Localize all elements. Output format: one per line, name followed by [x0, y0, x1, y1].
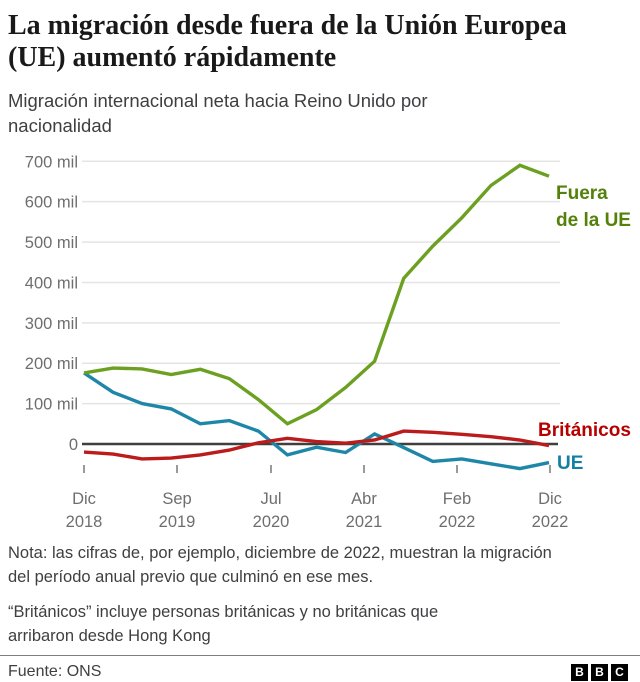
- source-label: Fuente: ONS: [8, 663, 102, 680]
- chart-notes: Nota: las cifras de, por ejemplo, diciem…: [0, 542, 640, 648]
- series-line-ue: [83, 371, 550, 471]
- bbc-logo-block-b1: B: [571, 663, 588, 681]
- x-tick-label-year-1: 2019: [159, 513, 196, 530]
- y-tick-label-200: 200 mil: [25, 355, 78, 373]
- chart-subtitle-line-1: Migración internacional neta hacia Reino…: [8, 90, 428, 111]
- series-line-fuera-de-la-ue: [83, 163, 550, 426]
- x-tick-label-year-4: 2022: [439, 513, 476, 530]
- x-tick-label-month-1: Sep: [162, 490, 191, 508]
- x-tick-label-month-3: Abr: [351, 490, 377, 508]
- x-tick-label-month-2: Jul: [260, 490, 281, 508]
- bbc-logo-block-b2: B: [591, 663, 608, 681]
- line-chart-svg: 700 mil 600 mil 500 mil 400 mil 300 mil 200 m…: [25, 153, 631, 530]
- note-methodology-line-1: Nota: las cifras de, por ejemplo, diciem…: [8, 544, 552, 562]
- series-label-britanicos-0: Británicos: [538, 420, 631, 441]
- chart-subtitle: Migración internacional neta hacia Reino…: [8, 88, 632, 138]
- series-label-fuera-de-la-ue-1: de la UE: [556, 210, 631, 231]
- bbc-logo: B B C: [571, 663, 628, 681]
- series-line-britanicos: [83, 429, 550, 461]
- note-methodology-line-2: del período anual previo que culminó en …: [8, 567, 374, 586]
- chart-title: La migración desde fuera de la Unión Eur…: [8, 10, 632, 74]
- x-tick-label-month-4: Feb: [443, 490, 471, 508]
- y-tick-label-700: 700 mil: [25, 153, 78, 171]
- series-label-ue-0: UE: [557, 453, 583, 474]
- x-tick-label-year-5: 2022: [532, 513, 569, 530]
- note-methodology: Nota: las cifras de, por ejemplo, diciem…: [8, 542, 632, 589]
- chart-title-line-2: (UE) aumentó rápidamente: [8, 42, 337, 73]
- chart-header: La migración desde fuera de la Unión Eur…: [0, 0, 640, 138]
- x-tick-label-year-0: 2018: [66, 513, 103, 530]
- x-tick-label-month-0: Dic: [72, 490, 96, 508]
- x-tick-label-year-2: 2020: [253, 513, 290, 530]
- note-britanicos-definition: “Británicos” incluye personas británicas…: [8, 601, 632, 648]
- y-tick-label-0: 0: [69, 436, 78, 454]
- y-tick-label-600: 600 mil: [25, 194, 78, 212]
- y-tick-label-400: 400 mil: [25, 274, 78, 292]
- y-tick-label-100: 100 mil: [25, 396, 78, 414]
- chart-subtitle-line-2: nacionalidad: [8, 115, 112, 136]
- y-tick-label-300: 300 mil: [25, 315, 78, 333]
- note-britanicos-line-2: arribaron desde Hong Kong: [8, 626, 211, 645]
- migration-line-chart: 700 mil 600 mil 500 mil 400 mil 300 mil 200 m…: [0, 138, 640, 530]
- chart-title-line-1: La migración desde fuera de la Unión Eur…: [8, 10, 567, 41]
- series-label-fuera-de-la-ue-0: Fuera: [556, 183, 608, 204]
- x-tick-label-month-5: Dic: [538, 490, 562, 508]
- note-britanicos-line-1: “Británicos” incluye personas británicas…: [8, 603, 439, 621]
- chart-footer: Fuente: ONS B B C: [0, 655, 640, 681]
- bbc-logo-block-c: C: [611, 663, 628, 681]
- x-tick-label-year-3: 2021: [346, 513, 383, 530]
- y-tick-label-500: 500 mil: [25, 234, 78, 252]
